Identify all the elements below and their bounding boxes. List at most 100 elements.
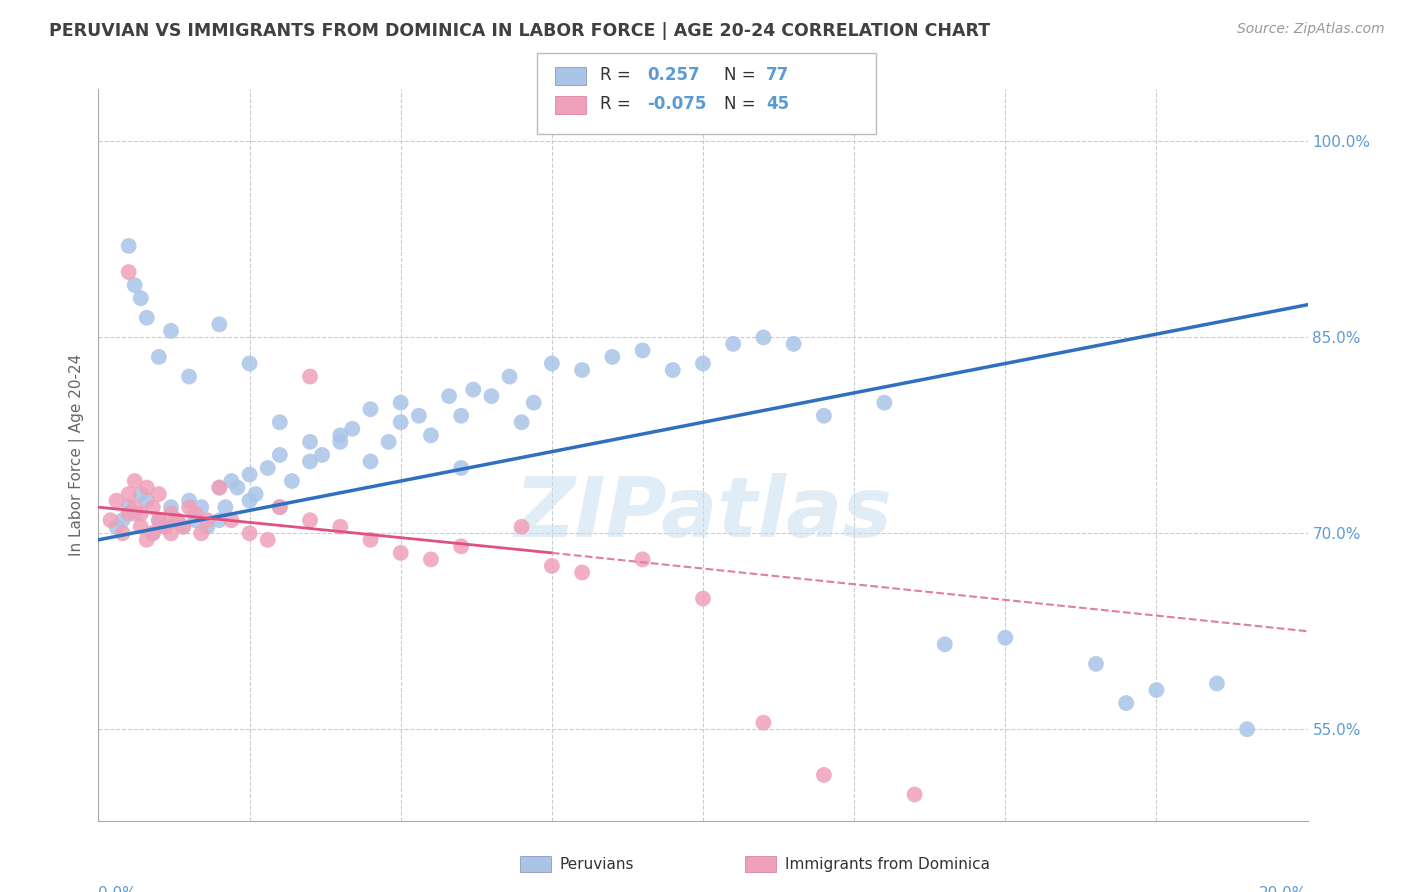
Point <box>111 513 134 527</box>
Point <box>342 422 364 436</box>
Point <box>994 631 1017 645</box>
Point <box>184 513 207 527</box>
Point <box>179 369 201 384</box>
Point <box>100 513 122 527</box>
Point <box>631 552 654 566</box>
Point <box>160 324 183 338</box>
Point <box>124 278 146 293</box>
Point <box>692 356 714 371</box>
Point <box>221 474 243 488</box>
Point <box>135 533 157 547</box>
Point <box>142 526 165 541</box>
Point <box>195 520 218 534</box>
Point <box>269 415 291 429</box>
Point <box>166 513 188 527</box>
Point <box>208 513 231 527</box>
Point <box>160 507 183 521</box>
Point <box>135 481 157 495</box>
Point <box>463 383 485 397</box>
Point <box>142 526 165 541</box>
Point <box>184 507 207 521</box>
Text: 77: 77 <box>766 66 790 84</box>
Point <box>195 513 218 527</box>
Point <box>510 520 533 534</box>
Point <box>510 415 533 429</box>
Point <box>105 520 128 534</box>
Point <box>1236 723 1258 737</box>
Point <box>129 291 152 305</box>
Y-axis label: In Labor Force | Age 20-24: In Labor Force | Age 20-24 <box>69 354 84 556</box>
Point <box>329 428 352 442</box>
Point <box>172 520 194 534</box>
Text: ZIPatlas: ZIPatlas <box>515 473 891 554</box>
Point <box>498 369 520 384</box>
Point <box>481 389 503 403</box>
Point <box>226 481 249 495</box>
Point <box>389 546 412 560</box>
Text: N =: N = <box>724 66 761 84</box>
Point <box>256 533 278 547</box>
Point <box>389 395 412 409</box>
Point <box>631 343 654 358</box>
Point <box>142 500 165 515</box>
Point <box>221 513 243 527</box>
Point <box>190 526 212 541</box>
Point <box>360 454 382 468</box>
Point <box>360 402 382 417</box>
Point <box>1206 676 1229 690</box>
Point <box>329 434 352 449</box>
Point <box>1085 657 1108 671</box>
Point <box>783 337 806 351</box>
Point <box>389 415 412 429</box>
Point <box>148 513 170 527</box>
Point <box>135 310 157 325</box>
Point <box>111 526 134 541</box>
Point <box>179 500 201 515</box>
Point <box>934 637 956 651</box>
Point <box>437 389 460 403</box>
Point <box>269 500 291 515</box>
Point <box>299 454 322 468</box>
Text: 0.257: 0.257 <box>647 66 699 84</box>
Point <box>450 409 472 423</box>
Point <box>269 448 291 462</box>
Text: 45: 45 <box>766 95 789 113</box>
Point <box>813 409 835 423</box>
Point <box>571 566 593 580</box>
Point <box>1115 696 1137 710</box>
Point <box>166 513 188 527</box>
Point <box>153 520 176 534</box>
Point <box>179 493 201 508</box>
Point <box>269 500 291 515</box>
Point <box>135 493 157 508</box>
Text: Source: ZipAtlas.com: Source: ZipAtlas.com <box>1237 22 1385 37</box>
Point <box>661 363 683 377</box>
Point <box>752 330 775 344</box>
Point <box>360 533 382 547</box>
Point <box>873 395 896 409</box>
Point <box>692 591 714 606</box>
Point <box>523 395 546 409</box>
Point <box>239 467 262 482</box>
Point <box>602 350 624 364</box>
Point <box>540 356 562 371</box>
Point <box>124 474 146 488</box>
Point <box>299 434 322 449</box>
Point <box>420 428 443 442</box>
Point <box>450 461 472 475</box>
Text: N =: N = <box>724 95 761 113</box>
Point <box>118 500 141 515</box>
Text: PERUVIAN VS IMMIGRANTS FROM DOMINICA IN LABOR FORCE | AGE 20-24 CORRELATION CHAR: PERUVIAN VS IMMIGRANTS FROM DOMINICA IN … <box>49 22 990 40</box>
Point <box>420 552 443 566</box>
Point <box>450 539 472 553</box>
Point <box>208 481 231 495</box>
Point <box>329 520 352 534</box>
Point <box>148 350 170 364</box>
Point <box>160 500 183 515</box>
Point <box>239 526 262 541</box>
Point <box>118 239 141 253</box>
Point <box>239 493 262 508</box>
Point <box>160 526 183 541</box>
Point <box>129 507 152 521</box>
Point <box>813 768 835 782</box>
